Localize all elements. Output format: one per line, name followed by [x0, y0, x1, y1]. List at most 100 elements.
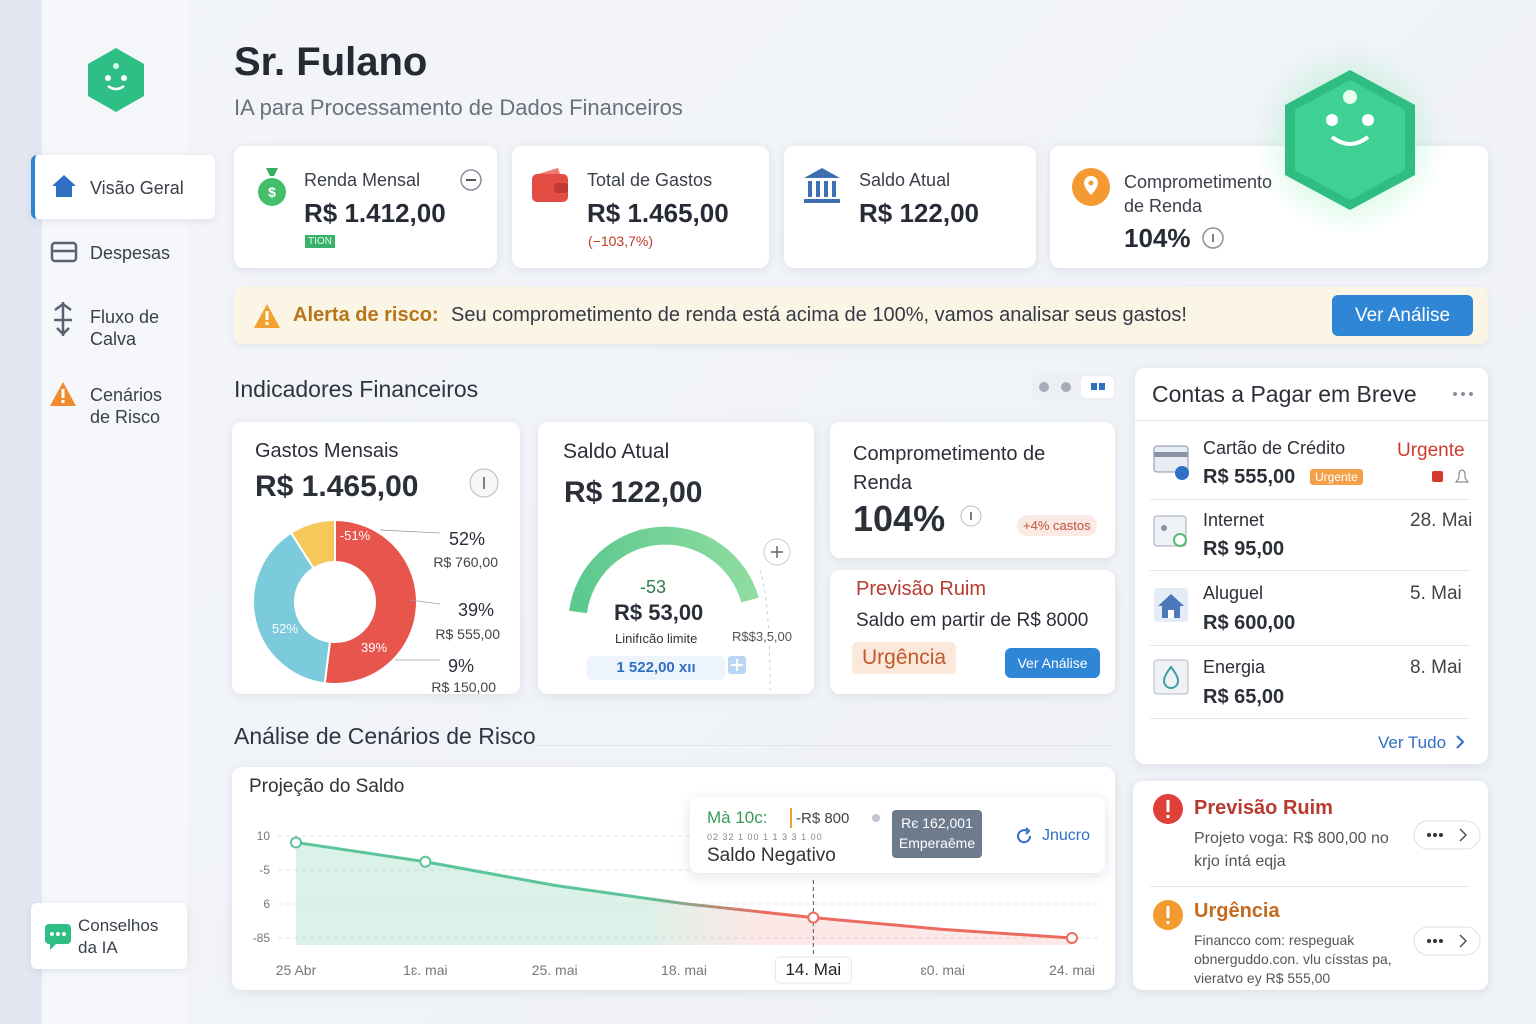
tooltip-sep [790, 808, 792, 828]
kpi-value: 104% [1124, 223, 1191, 253]
logo [88, 48, 144, 112]
y-tick-label: 10 [257, 829, 271, 843]
bill-amount: R$ 95,00 [1203, 538, 1285, 560]
bill-name: Cartão de Crédito [1203, 438, 1346, 458]
pie-slice [289, 518, 336, 570]
kpi-label: Saldo Atual [859, 170, 951, 190]
divider [1150, 645, 1470, 646]
tooltip-badge: Rє 162,001 Emperaême [892, 810, 982, 858]
svg-text:$: $ [268, 184, 276, 200]
icon-info[interactable] [468, 467, 500, 499]
icon-minus[interactable] [459, 168, 483, 192]
bill-name: Aluguel [1203, 583, 1264, 603]
kpi-label: Renda Mensal [304, 170, 421, 190]
divider [534, 745, 1114, 746]
menu[interactable] [1452, 388, 1474, 400]
x-tick-label: ɛ0. mai [920, 962, 965, 978]
bill-amount: R$ 600,00 [1203, 612, 1296, 634]
notice-action[interactable] [1413, 926, 1481, 956]
icon-moneybag: $ [258, 168, 286, 206]
card-value: 104% [853, 498, 946, 539]
card-title: Saldo Atual [563, 440, 670, 463]
divider [1150, 718, 1470, 719]
kpi-label: Comprometimento de Renda [1124, 172, 1273, 216]
x-tick-label: 24. mai [1049, 962, 1095, 978]
bill-name: Internet [1203, 510, 1265, 530]
bill-date: 28. Mai [1410, 510, 1473, 531]
icon-refresh[interactable] [1014, 826, 1034, 846]
icon-flow [54, 302, 72, 336]
point [807, 911, 820, 924]
x-tick-label: 25 Abr [276, 962, 317, 978]
page-subtitle: IA para Processamento de Dados Financeir… [234, 95, 683, 120]
divider [1150, 570, 1470, 571]
x-tick-label: 18. mai [661, 962, 707, 978]
notice-action[interactable] [1413, 820, 1481, 850]
dot [872, 814, 880, 822]
bills-title: Contas a Pagar em Breve [1152, 381, 1417, 407]
advice-label[interactable]: Conselhos da IA [78, 916, 159, 957]
icon-info[interactable] [1201, 226, 1225, 250]
card-title: Comprometimento de Renda [853, 443, 1046, 494]
tooltip-label: Saldo Negativo [707, 845, 836, 866]
y-tick-label: -85 [253, 931, 271, 945]
x-tick-label: 1ɛ. mai [403, 962, 448, 978]
icon-credit-card [1153, 445, 1189, 480]
nav-item[interactable]: Despesas [90, 243, 171, 263]
forecast-button[interactable]: Ver Análise [1005, 648, 1100, 678]
view-toggle[interactable] [1032, 374, 1116, 400]
y-tick-label: 6 [263, 897, 270, 911]
chip: +4% castos [1017, 515, 1097, 536]
tooltip-action[interactable]: Jnucro [1042, 827, 1091, 844]
card-title: Gastos Mensais [255, 440, 399, 462]
amount-label: R$ 150,00 [431, 679, 496, 695]
icon-wallet [532, 168, 568, 202]
nav-item[interactable]: Fluxo de Calva [90, 307, 160, 349]
bills-card [1135, 368, 1488, 764]
kpi-badge: TION [305, 235, 335, 248]
bill-status: Urgente [1397, 440, 1465, 461]
point [290, 836, 302, 849]
pie-slice [252, 531, 332, 685]
notice-text: Financco com: respeguak obnerguddo.con. … [1194, 932, 1392, 986]
leader-line [379, 529, 441, 534]
kpi-value: R$ 122,00 [859, 198, 979, 228]
gauge-side: R$$3,5,00 [732, 629, 792, 644]
y-tick-label: -5 [259, 863, 270, 877]
pie-slice [323, 518, 418, 685]
icon-info[interactable] [959, 504, 983, 528]
tooltip-detail: 02 32 1 00 1 1 3 3 1 00 [707, 832, 823, 842]
icon-house [1154, 588, 1188, 622]
icon-warning [1153, 900, 1183, 930]
value-label: 9% [448, 656, 474, 676]
slice-label: 52% [272, 621, 298, 636]
nav-item[interactable]: Visão Geral [90, 178, 184, 198]
bill-date: 8. Mai [1410, 657, 1462, 678]
x-highlight [774, 956, 852, 984]
divider [1135, 420, 1488, 421]
kpi-card [512, 146, 769, 268]
tooltip-amount: -R$ 800 [796, 810, 850, 827]
kpi-value: R$ 1.465,00 [587, 198, 729, 228]
tag: Urgência [852, 642, 957, 674]
icon-home [52, 175, 76, 197]
nav-item[interactable]: Cenários de Risco [90, 385, 163, 427]
alert-bar [234, 287, 1488, 344]
mascot [1255, 45, 1445, 235]
amount-label: R$ 555,00 [435, 626, 500, 642]
value-label: 39% [458, 600, 494, 620]
slice-label: 39% [361, 640, 387, 655]
gauge-caption: Linifıcão limite [615, 631, 698, 646]
divider [1150, 499, 1470, 500]
see-all[interactable]: Ver Tudo [1378, 733, 1447, 752]
card-value: R$ 122,00 [564, 476, 703, 509]
point [1066, 932, 1078, 944]
icon-alert [254, 304, 280, 328]
amount-label: R$ 760,00 [433, 554, 498, 570]
alert-button[interactable]: Ver Análise [1332, 295, 1473, 336]
chart-title: Projeção do Saldo [249, 776, 404, 797]
chevron[interactable] [1454, 734, 1466, 750]
icon-card [50, 241, 78, 263]
